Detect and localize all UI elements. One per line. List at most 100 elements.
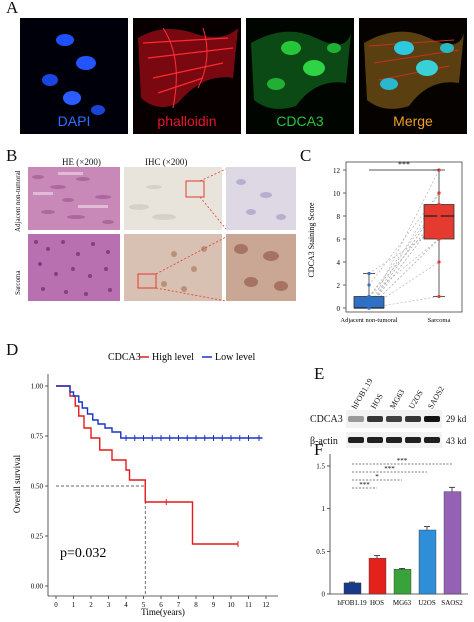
chart-d-xlabel: Time(years) — [141, 607, 185, 617]
chart-d-ytick-label: 0.00 — [31, 583, 44, 591]
chart-c-point-sarcoma — [437, 225, 441, 230]
chart-c-point-adjacent — [367, 306, 371, 310]
chart-c-point-adjacent — [367, 283, 371, 287]
chart-f-xtick-label: HOS — [370, 599, 384, 607]
panel-label-a: A — [6, 0, 19, 17]
chart-c: CDCA3 Staining Score 0 2 4 6 8 10 12 *** Adjac… — [307, 160, 463, 324]
chart-c-point-adjacent — [367, 271, 371, 276]
ihc-adjacent-image — [124, 167, 222, 230]
blot-lane-labels: hFOB1.19 HOS MG63 U2OS SAOS2 — [346, 368, 474, 411]
chart-f-bar — [368, 557, 387, 595]
chart-c-ytick-label: 2 — [337, 282, 341, 290]
chart-d-ylabel: Overall survival — [12, 454, 22, 513]
chart-c-box — [423, 204, 455, 240]
blot-band-cdca3 — [405, 416, 421, 422]
ihc-sarcoma-image — [124, 234, 222, 301]
blot-band-cdca3 — [386, 416, 402, 422]
chart-d-xtick-label: 0 — [54, 601, 58, 609]
chart-d-pvalue: p=0.032 — [60, 546, 106, 561]
blot-row-label-actin: β-actin — [310, 436, 338, 447]
blot-band-actin — [367, 437, 383, 443]
chart-c-point-sarcoma — [437, 202, 441, 207]
chart-f-xtick-label: SAOS2 — [441, 599, 463, 607]
chart-c-point-adjacent — [367, 294, 371, 299]
panel-label-b: B — [6, 146, 18, 165]
chart-c-ytick-label: 10 — [333, 190, 341, 198]
blot-band-actin — [424, 437, 440, 443]
chart-c-point-sarcoma — [437, 191, 441, 195]
chart-d-xtick-label: 7 — [177, 601, 181, 609]
chart-f: 00.511.5 ********** hFOB1.19 HOS MG63 U2OS S… — [316, 454, 468, 607]
he-adjacent-image — [28, 167, 120, 230]
chart-d-xtick-label: 6 — [159, 601, 163, 609]
label-cdca3-stain: CDCA3 — [276, 113, 324, 129]
chart-f-ytick-label: 0.5 — [316, 548, 325, 556]
chart-c-point-sarcoma — [437, 260, 441, 264]
blot-kd-cdca3: 29 kd — [446, 414, 467, 424]
chart-c-box — [353, 296, 385, 309]
panel-label-d: D — [6, 340, 19, 359]
chart-f-sig-label: *** — [384, 465, 395, 473]
label-he: HE (×200) — [62, 157, 101, 167]
blot-band-cdca3 — [348, 416, 364, 422]
panel-label-e: E — [314, 364, 325, 383]
blot-row-label-cdca3: CDCA3 — [310, 414, 343, 425]
chart-c-point-sarcoma — [437, 237, 441, 241]
chart-f-bar — [343, 582, 362, 595]
chart-d-xtick-label: 12 — [263, 601, 271, 609]
chart-d-xtick-label: 8 — [194, 601, 198, 609]
chart-d-xtick-label: 4 — [124, 601, 128, 609]
legend-high-label: High level — [152, 352, 194, 363]
blot-band-actin — [386, 437, 402, 443]
chart-f-xtick-label: U2OS — [418, 599, 436, 607]
ihc-adjacent-zoom — [226, 167, 296, 230]
he-sarcoma-image — [28, 234, 120, 301]
blot-kd-actin: 43 kd — [446, 436, 467, 446]
label-ihc: IHC (×200) — [145, 157, 188, 167]
chart-f-sig-label: *** — [359, 481, 370, 489]
micrograph-dapi: DAPI — [20, 18, 128, 134]
chart-c-sig-label: *** — [398, 160, 410, 169]
chart-c-point-sarcoma — [437, 294, 441, 299]
chart-f-xtick-label: MG63 — [393, 599, 412, 607]
chart-c-ytick-label: 4 — [337, 259, 341, 267]
legend-low-label: Low level — [215, 352, 255, 363]
blot-band-cdca3 — [424, 416, 440, 422]
chart-d-xtick-label: 1 — [72, 601, 76, 609]
chart-d-ytick-label: 1.00 — [31, 383, 44, 391]
chart-d-xtick-label: 3 — [107, 601, 111, 609]
chart-c-xtick-1: Sarcoma — [428, 317, 451, 324]
chart-c-ylabel: CDCA3 Staining Score — [307, 202, 316, 278]
chart-d-ytick-label: 0.25 — [31, 533, 44, 541]
chart-f-bar — [418, 529, 437, 595]
chart-c-ytick-label: 8 — [337, 213, 341, 221]
micrograph-phalloidin: phalloidin — [133, 18, 241, 134]
chart-f-ytick-label: 1 — [322, 505, 326, 513]
panel-label-c: C — [300, 146, 312, 165]
chart-d-ytick-label: 0.75 — [31, 433, 44, 441]
blot-band-cdca3 — [367, 416, 383, 422]
km-curve-high — [56, 385, 238, 545]
chart-c-ytick-label: 0 — [337, 305, 341, 313]
chart-d-ytick-label: 0.50 — [31, 483, 44, 491]
blot-lane-label: MG63 — [388, 387, 407, 411]
km-curve-low — [56, 385, 263, 439]
blot-lane-label: SAOS2 — [426, 384, 447, 411]
micrograph-cdca3: CDCA3 — [246, 18, 354, 134]
panel-label-f: F — [314, 440, 324, 459]
chart-d-xtick-label: 2 — [89, 601, 93, 609]
blot-cdca3-strip — [346, 410, 442, 428]
blot-actin-strip — [346, 432, 442, 448]
row-label-adjacent: Adjacent non-tumoral — [14, 170, 22, 232]
chart-f-ytick-label: 1.5 — [316, 463, 325, 471]
chart-f-sig-label: * — [375, 473, 379, 481]
blot-lane-label: HOS — [369, 392, 385, 411]
label-merge: Merge — [393, 113, 433, 129]
micrograph-merge: Merge — [359, 18, 467, 134]
label-phalloidin: phalloidin — [157, 113, 217, 129]
chart-d-legend-title: CDCA3 — [108, 352, 141, 363]
chart-d-xtick-label: 11 — [245, 601, 252, 609]
chart-d-xtick-label: 5 — [142, 601, 146, 609]
blot-band-actin — [405, 437, 421, 443]
chart-f-xtick-label: hFOB1.19 — [337, 599, 367, 607]
